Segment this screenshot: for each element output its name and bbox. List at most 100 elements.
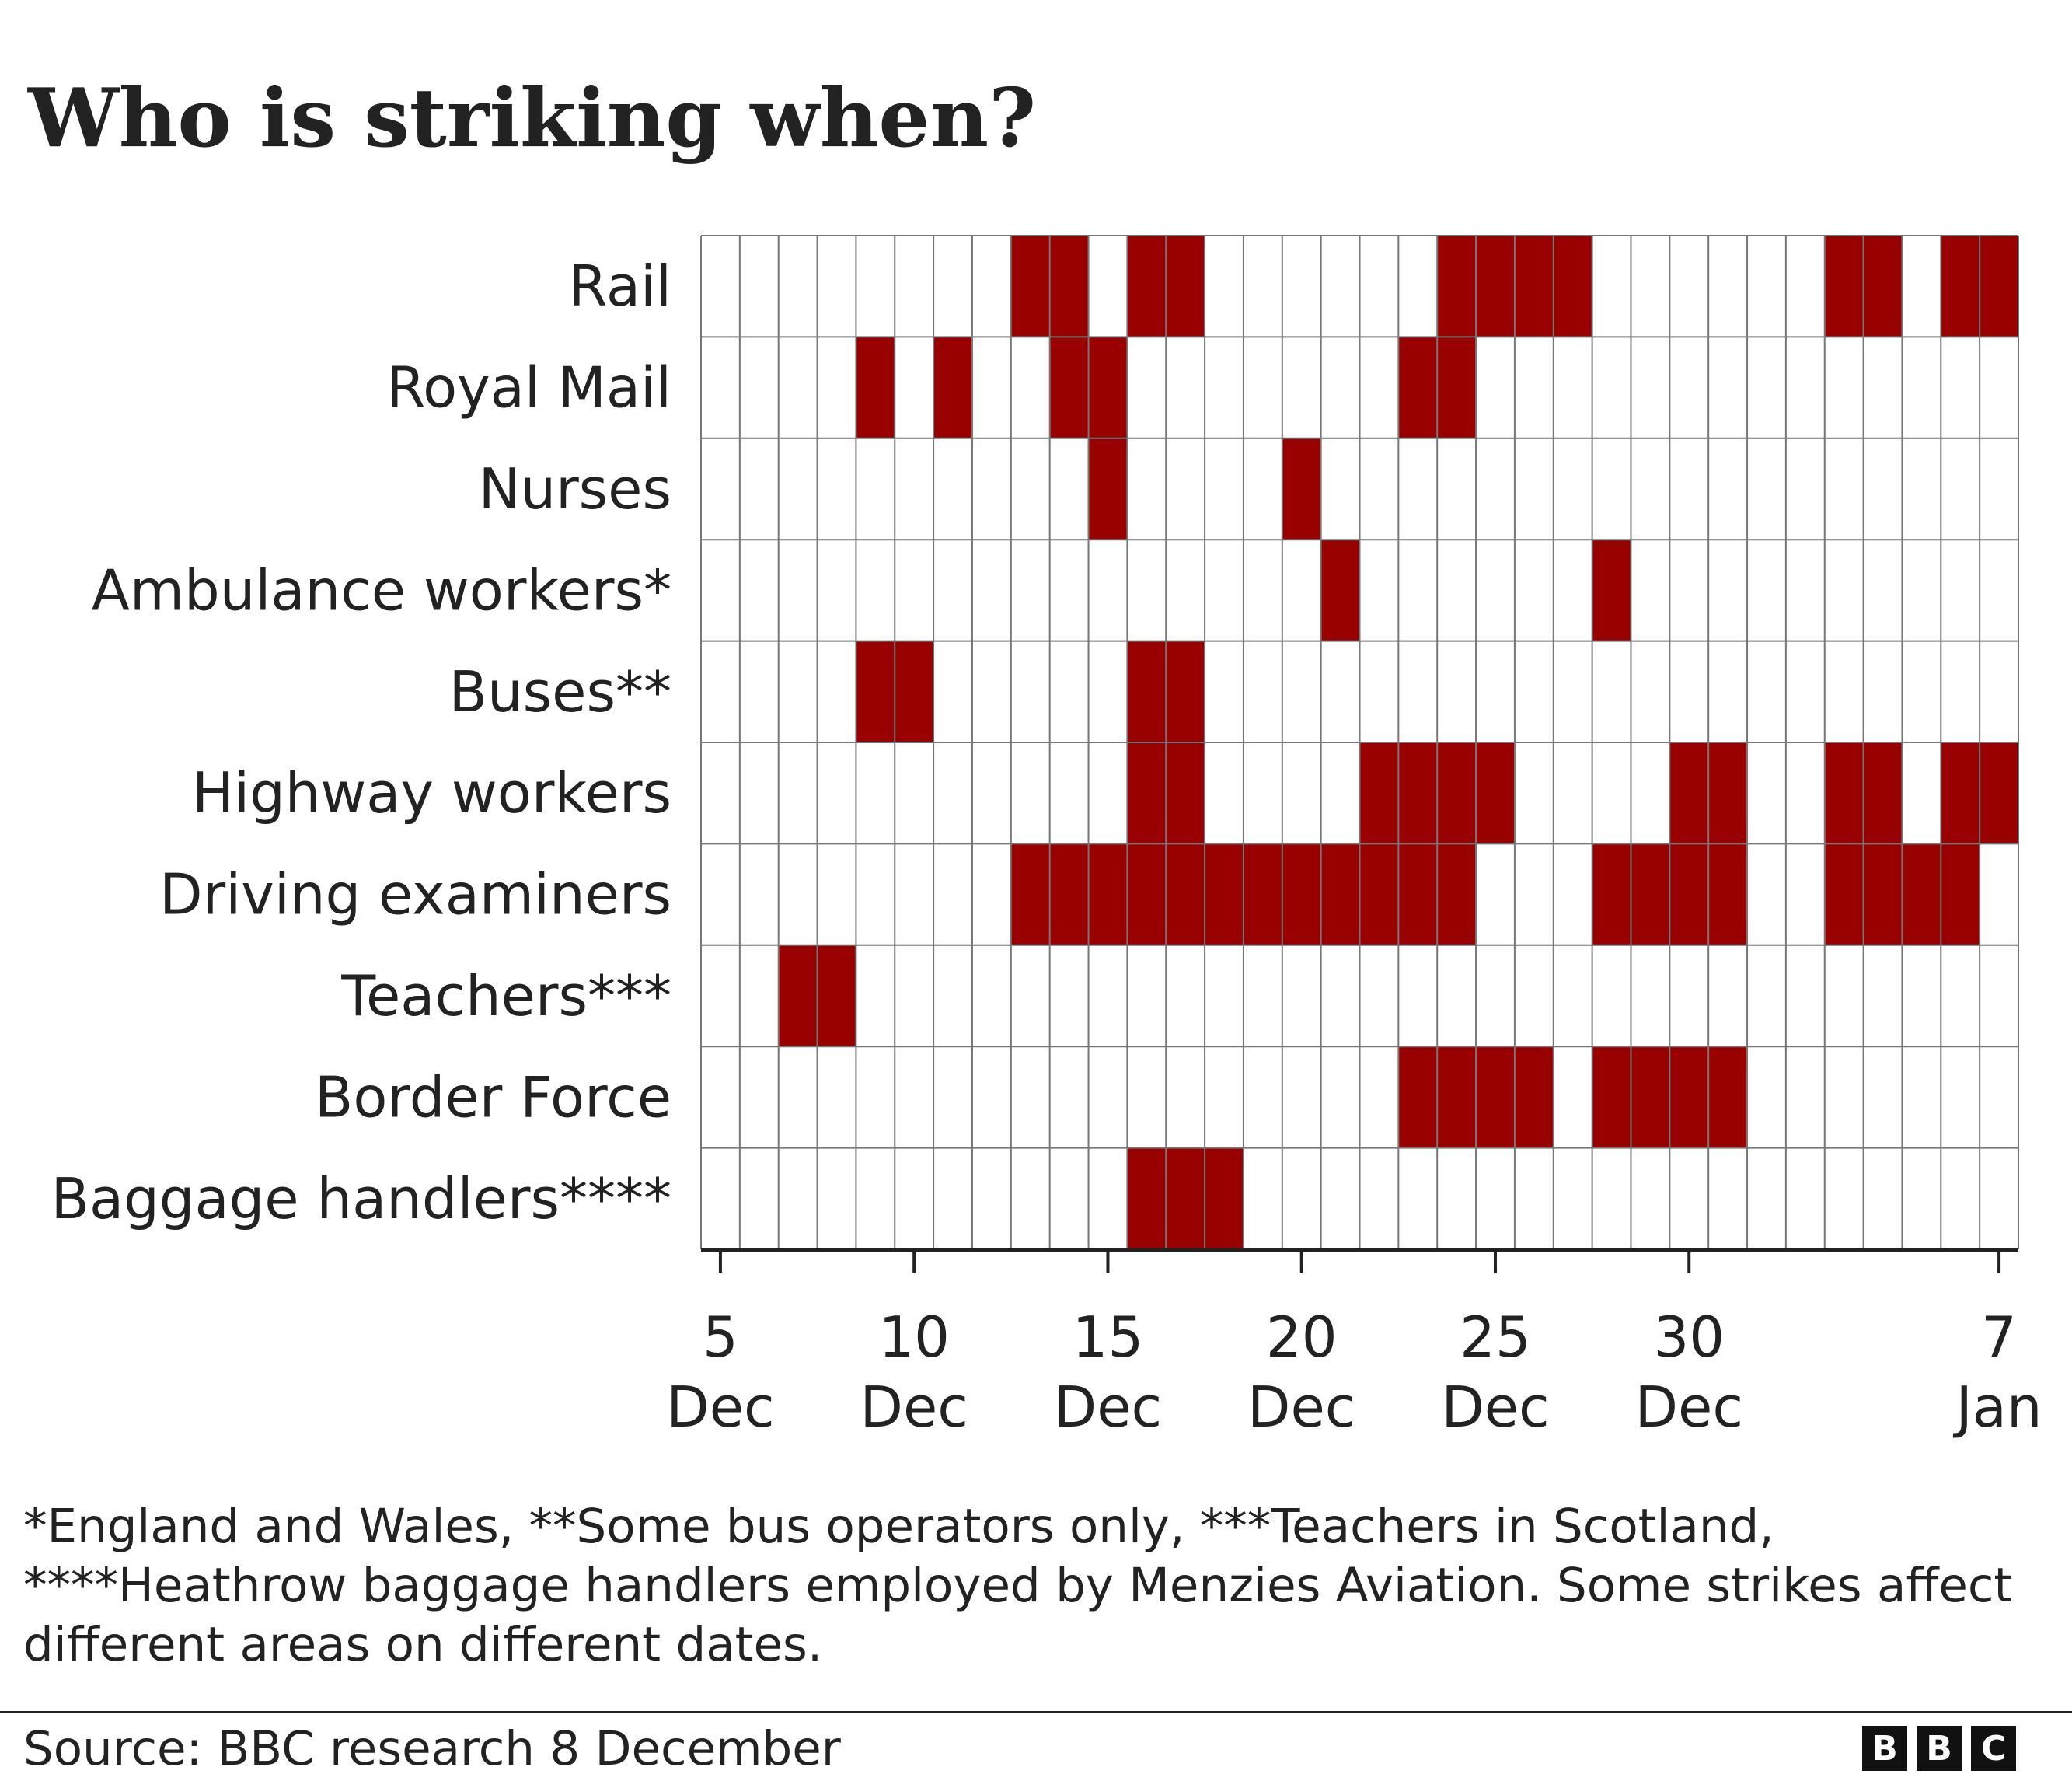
strike-cell-border-force-26-dec <box>1514 1046 1554 1148</box>
strike-cell-highway-workers-30-dec <box>1669 742 1709 844</box>
strike-cell-driving-examiners-20-dec <box>1282 843 1321 945</box>
bbc-logo-letter-2: B <box>1917 1726 1962 1771</box>
strike-cell-highway-workers-25-dec <box>1476 742 1515 844</box>
strike-cell-rail-14-dec <box>1049 236 1089 337</box>
strike-cell-buses-9-dec <box>856 641 895 742</box>
strike-cell-driving-examiners-19-dec <box>1243 843 1282 945</box>
row-labels: Rail Royal Mail Nurses Ambulance workers* Bu… <box>51 253 671 1231</box>
strike-cell-ambulance-workers-28-dec <box>1592 540 1631 641</box>
strike-cell-driving-examiners-13-dec <box>1010 843 1050 945</box>
footnote: *England and Wales, **Some bus operators… <box>23 1499 2013 1672</box>
strike-cell-driving-examiners-31-dec <box>1708 843 1748 945</box>
strike-cell-highway-workers-4-jan <box>1863 742 1903 844</box>
strike-cell-border-force-28-dec <box>1592 1046 1631 1148</box>
strike-cell-royal-mail-24-dec <box>1437 337 1477 438</box>
strike-cell-highway-workers-7-jan <box>1980 742 2018 844</box>
strike-cell-rail-25-dec <box>1476 236 1515 337</box>
strike-cell-driving-examiners-5-jan <box>1902 843 1941 945</box>
x-tick-label-day: 30 <box>1653 1304 1725 1370</box>
strike-cell-royal-mail-9-dec <box>856 337 895 438</box>
strike-cell-royal-mail-14-dec <box>1049 337 1089 438</box>
strike-cell-royal-mail-23-dec <box>1398 337 1438 438</box>
strike-cell-border-force-30-dec <box>1669 1046 1709 1148</box>
row-label-royal-mail: Royal Mail <box>386 355 671 421</box>
strike-cell-highway-workers-22-dec <box>1359 742 1399 844</box>
strike-cell-driving-examiners-16-dec <box>1127 843 1167 945</box>
strike-cell-border-force-24-dec <box>1437 1046 1477 1148</box>
strike-cell-rail-6-jan <box>1941 236 1980 337</box>
bbc-logo-letter-1: B <box>1862 1726 1907 1771</box>
strike-cell-driving-examiners-28-dec <box>1592 843 1631 945</box>
strike-cell-border-force-25-dec <box>1476 1046 1515 1148</box>
x-tick-label-day: 25 <box>1460 1304 1531 1370</box>
strike-cell-highway-workers-16-dec <box>1127 742 1167 844</box>
strike-cell-driving-examiners-3-jan <box>1824 843 1864 945</box>
strike-cell-driving-examiners-15-dec <box>1088 843 1128 945</box>
row-label-nurses: Nurses <box>479 456 671 522</box>
strike-cell-highway-workers-3-jan <box>1824 742 1864 844</box>
x-tick-label-day: 7 <box>1981 1304 2017 1370</box>
strike-cell-driving-examiners-6-jan <box>1941 843 1980 945</box>
strike-cell-driving-examiners-21-dec <box>1320 843 1360 945</box>
strike-cell-royal-mail-15-dec <box>1088 337 1128 438</box>
strike-cell-highway-workers-17-dec <box>1166 742 1205 844</box>
x-tick-label-month: Dec <box>1441 1374 1549 1440</box>
source-text: Source: BBC research 8 December <box>23 1721 841 1776</box>
strike-cell-driving-examiners-29-dec <box>1631 843 1670 945</box>
strike-cell-teachers-7-dec <box>778 945 818 1047</box>
grid-lines <box>700 235 2019 1250</box>
x-tick-label-month: Dec <box>1054 1374 1162 1440</box>
strike-cell-buses-10-dec <box>895 641 934 742</box>
strike-cell-driving-examiners-30-dec <box>1669 843 1709 945</box>
x-tick-label-month: Dec <box>1247 1374 1355 1440</box>
strike-cell-nurses-15-dec <box>1088 438 1128 540</box>
strike-cell-border-force-31-dec <box>1708 1046 1748 1148</box>
x-tick-label-month: Jan <box>1953 1374 2042 1440</box>
strike-cell-highway-workers-31-dec <box>1708 742 1748 844</box>
strike-cell-rail-16-dec <box>1127 236 1167 337</box>
strike-cells <box>778 236 2018 1249</box>
bbc-logo: B B C <box>1862 1726 2016 1771</box>
strike-cell-driving-examiners-17-dec <box>1166 843 1205 945</box>
x-tick-label-month: Dec <box>1635 1374 1743 1440</box>
strike-cell-driving-examiners-24-dec <box>1437 843 1477 945</box>
strike-cell-driving-examiners-18-dec <box>1205 843 1244 945</box>
x-tick-label-day: 20 <box>1266 1304 1338 1370</box>
strike-cell-ambulance-workers-21-dec <box>1320 540 1360 641</box>
strike-cell-buses-16-dec <box>1127 641 1167 742</box>
strike-cell-nurses-20-dec <box>1282 438 1321 540</box>
strike-cell-border-force-23-dec <box>1398 1046 1438 1148</box>
strike-cell-rail-13-dec <box>1010 236 1050 337</box>
x-tick-label-day: 15 <box>1073 1304 1144 1370</box>
strike-cell-buses-17-dec <box>1166 641 1205 742</box>
strike-cell-teachers-8-dec <box>817 945 856 1047</box>
row-label-baggage-handlers: Baggage handlers**** <box>51 1166 671 1231</box>
strike-cell-driving-examiners-23-dec <box>1398 843 1438 945</box>
strike-cell-driving-examiners-14-dec <box>1049 843 1089 945</box>
strike-cell-rail-27-dec <box>1553 236 1592 337</box>
strike-cell-baggage-handlers-17-dec <box>1166 1147 1205 1249</box>
strike-cell-border-force-29-dec <box>1631 1046 1670 1148</box>
strike-cell-highway-workers-6-jan <box>1941 742 1980 844</box>
strike-calendar-chart: Rail Royal Mail Nurses Ambulance workers* Bu… <box>51 235 2042 1440</box>
strike-cell-rail-17-dec <box>1166 236 1205 337</box>
strike-cell-rail-24-dec <box>1437 236 1477 337</box>
x-tick-label-day: 5 <box>703 1304 738 1370</box>
strike-cell-driving-examiners-4-jan <box>1863 843 1903 945</box>
row-label-ambulance-workers: Ambulance workers* <box>92 557 671 623</box>
x-tick-label-month: Dec <box>666 1374 774 1440</box>
row-label-buses: Buses** <box>449 659 671 725</box>
strike-cell-royal-mail-11-dec <box>933 337 972 438</box>
row-label-teachers: Teachers*** <box>340 963 671 1028</box>
strike-cell-highway-workers-23-dec <box>1398 742 1438 844</box>
x-tick-label-month: Dec <box>860 1374 968 1440</box>
strike-cell-rail-3-jan <box>1824 236 1864 337</box>
row-label-highway-workers: Highway workers <box>192 760 671 826</box>
strike-cell-baggage-handlers-18-dec <box>1205 1147 1244 1249</box>
source-divider <box>0 1711 2072 1713</box>
x-tick-label-day: 10 <box>878 1304 950 1370</box>
row-label-driving-examiners: Driving examiners <box>159 862 671 927</box>
row-label-rail: Rail <box>568 253 671 319</box>
strike-cell-rail-26-dec <box>1514 236 1554 337</box>
